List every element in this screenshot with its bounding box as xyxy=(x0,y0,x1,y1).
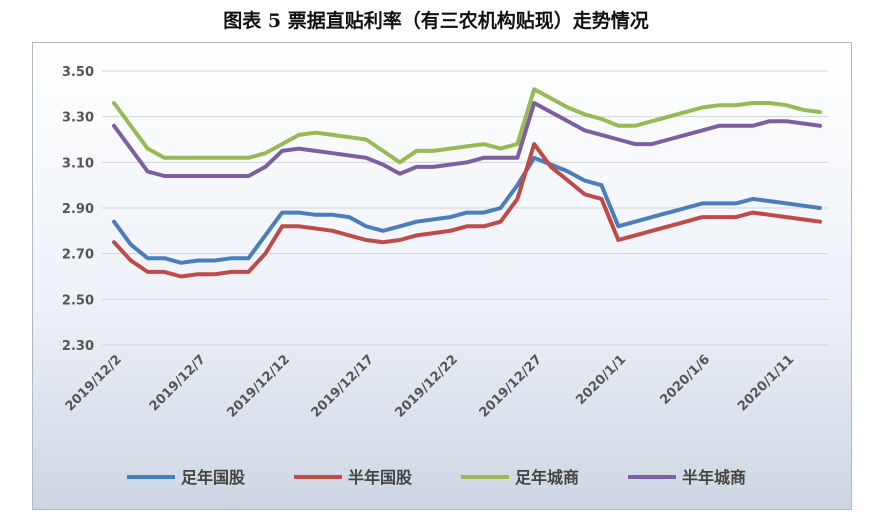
x-tick-label: 2019/12/12 xyxy=(224,352,292,420)
y-tick-label: 2.30 xyxy=(62,339,94,354)
chart-frame xyxy=(32,42,852,510)
series-lines xyxy=(112,87,822,279)
x-tick-label: 2019/12/2 xyxy=(63,352,125,414)
legend-label: 半年国股 xyxy=(348,468,413,487)
x-tick-label: 2020/1/1 xyxy=(573,352,629,408)
series-line-2 xyxy=(112,142,822,279)
y-tick-label: 2.70 xyxy=(62,248,94,263)
x-tick-label: 2019/12/27 xyxy=(477,352,545,420)
y-tick-label: 3.50 xyxy=(62,65,94,80)
x-tick-label: 2020/1/11 xyxy=(735,352,797,414)
legend: 足年国股 半年国股 足年城商 半年城商 xyxy=(127,468,746,487)
legend-label: 足年国股 xyxy=(181,468,246,487)
y-tick-label: 3.30 xyxy=(62,111,94,126)
series-line-1 xyxy=(112,155,822,265)
series-line-3 xyxy=(112,87,822,165)
legend-label: 半年城商 xyxy=(682,468,746,487)
x-tick-label: 2019/12/7 xyxy=(147,352,209,414)
legend-label: 足年城商 xyxy=(515,468,579,487)
series-line-4 xyxy=(112,101,822,178)
y-tick-label: 2.50 xyxy=(62,293,94,308)
y-tick-label: 3.10 xyxy=(62,156,94,171)
grid-lines xyxy=(102,70,828,346)
x-tick-label: 2019/12/17 xyxy=(308,352,376,420)
y-axis-tick-labels: 3.50 3.30 3.10 2.90 2.70 2.50 2.30 xyxy=(62,65,94,354)
chart-title: 图表 5 票据直贴利率（有三农机构贴现）走势情况 xyxy=(223,10,649,32)
x-axis-tick-labels: 2019/12/2 2019/12/7 2019/12/12 2019/12/17 20… xyxy=(63,352,797,420)
x-tick-label: 2020/1/6 xyxy=(657,352,713,408)
x-tick-label: 2019/12/22 xyxy=(393,352,461,420)
y-tick-label: 2.90 xyxy=(62,202,94,217)
